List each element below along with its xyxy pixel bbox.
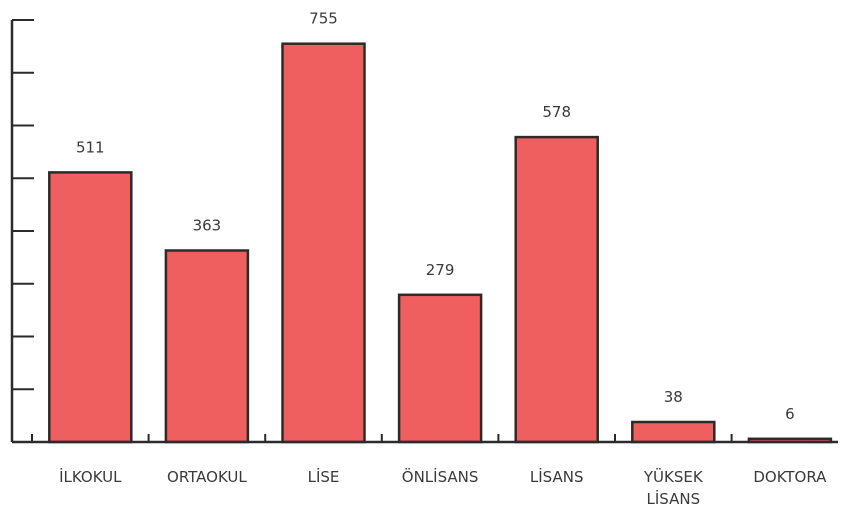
- bar-5: [631, 420, 716, 444]
- category-label-2: LİSE: [308, 467, 340, 486]
- category-label-line: LİSE: [308, 467, 340, 486]
- category-label-4: LİSANS: [530, 467, 584, 486]
- value-label-5: 38: [664, 388, 683, 406]
- category-label-6: DOKTORA: [753, 468, 827, 486]
- bar-2: [281, 42, 366, 444]
- category-label-line: DOKTORA: [753, 468, 827, 486]
- value-label-3: 279: [426, 261, 455, 279]
- category-label-line: İLKOKUL: [59, 467, 122, 486]
- bar-0: [48, 171, 133, 444]
- category-label-1: ORTAOKUL: [167, 468, 247, 486]
- category-label-line: LİSANS: [647, 489, 701, 508]
- value-labels: 511 363 755 279 578 38 6: [76, 10, 795, 423]
- category-labels: İLKOKUL ORTAOKUL LİSE ÖNLİSANS LİSANS YÜKSEK L…: [59, 467, 827, 508]
- value-label-2: 755: [309, 10, 338, 28]
- bars: [48, 42, 833, 444]
- bar-3: [397, 293, 483, 444]
- axes: [10, 19, 838, 444]
- category-label-5: YÜKSEK LİSANS: [643, 467, 704, 508]
- value-label-4: 578: [542, 103, 571, 121]
- category-label-line: ORTAOKUL: [167, 468, 247, 486]
- bar-1: [164, 249, 250, 444]
- category-label-line: LİSANS: [530, 467, 584, 486]
- bar-4: [514, 135, 599, 444]
- value-label-1: 363: [193, 217, 222, 235]
- value-label-0: 511: [76, 138, 105, 156]
- value-label-6: 6: [785, 405, 795, 423]
- category-label-line: YÜKSEK: [643, 467, 704, 486]
- category-label-line: ÖNLİSANS: [402, 467, 479, 486]
- category-label-0: İLKOKUL: [59, 467, 122, 486]
- category-label-3: ÖNLİSANS: [402, 467, 479, 486]
